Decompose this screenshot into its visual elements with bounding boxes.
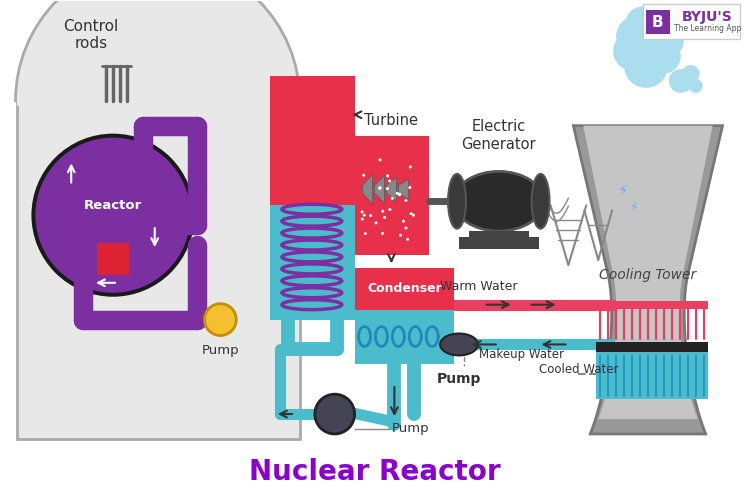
Text: Turbine: Turbine: [364, 113, 419, 128]
Circle shape: [647, 14, 675, 42]
Bar: [355, 310, 454, 364]
Circle shape: [383, 216, 386, 219]
Bar: [355, 136, 429, 255]
Bar: [643, 4, 740, 39]
Circle shape: [614, 31, 653, 71]
Text: Pump: Pump: [392, 422, 429, 436]
Ellipse shape: [454, 171, 544, 231]
Polygon shape: [386, 177, 396, 201]
Bar: [270, 76, 355, 205]
Circle shape: [369, 214, 372, 217]
Circle shape: [381, 232, 384, 235]
Circle shape: [32, 134, 194, 297]
Circle shape: [410, 212, 413, 215]
Circle shape: [361, 218, 364, 221]
Polygon shape: [398, 179, 408, 199]
Circle shape: [688, 79, 703, 93]
Polygon shape: [362, 174, 373, 204]
Circle shape: [388, 180, 391, 183]
Circle shape: [404, 199, 407, 202]
Polygon shape: [573, 126, 722, 434]
Circle shape: [386, 187, 388, 190]
Circle shape: [616, 16, 656, 56]
Circle shape: [408, 186, 411, 189]
Text: Cooling Tower: Cooling Tower: [599, 268, 697, 282]
Bar: [646, 10, 670, 34]
Text: Electric
Generator: Electric Generator: [461, 119, 536, 151]
Circle shape: [628, 13, 678, 63]
Circle shape: [363, 214, 366, 217]
Bar: [16, 98, 300, 106]
Text: Pump: Pump: [202, 345, 239, 357]
Text: Warm Water: Warm Water: [440, 280, 518, 293]
Text: Makeup Water: Makeup Water: [479, 348, 564, 361]
Text: ⚡: ⚡: [630, 200, 639, 213]
Circle shape: [624, 44, 668, 88]
Bar: [469, 231, 529, 239]
Circle shape: [362, 174, 365, 177]
Circle shape: [402, 220, 405, 223]
Text: The Learning App: The Learning App: [674, 24, 741, 33]
Text: Pump: Pump: [436, 372, 482, 386]
Circle shape: [398, 193, 401, 197]
Bar: [355, 268, 454, 310]
Circle shape: [399, 234, 402, 237]
Ellipse shape: [440, 334, 478, 355]
Text: BYJU'S: BYJU'S: [682, 10, 733, 24]
Text: ⚡: ⚡: [618, 183, 628, 198]
Ellipse shape: [532, 174, 550, 229]
Circle shape: [406, 238, 409, 241]
Circle shape: [396, 192, 399, 195]
Bar: [105, 243, 113, 275]
Circle shape: [364, 232, 367, 235]
Circle shape: [205, 304, 236, 336]
Circle shape: [682, 65, 700, 83]
Circle shape: [35, 138, 190, 293]
Circle shape: [645, 38, 681, 74]
Circle shape: [391, 197, 394, 200]
Polygon shape: [374, 175, 385, 203]
Text: Nuclear Reactor: Nuclear Reactor: [249, 458, 500, 486]
Circle shape: [652, 25, 684, 57]
Circle shape: [398, 193, 401, 196]
Circle shape: [409, 165, 412, 168]
Circle shape: [625, 6, 661, 42]
Circle shape: [412, 214, 415, 217]
Bar: [596, 352, 707, 399]
Circle shape: [315, 394, 355, 434]
Circle shape: [378, 187, 381, 190]
Bar: [113, 243, 121, 275]
Text: Reactor: Reactor: [84, 198, 142, 212]
Text: B: B: [652, 15, 664, 30]
Circle shape: [404, 227, 407, 230]
Text: Condenser: Condenser: [367, 282, 442, 295]
Bar: [596, 343, 707, 352]
Bar: [270, 205, 355, 320]
Bar: [121, 243, 129, 275]
Circle shape: [361, 210, 364, 213]
Polygon shape: [584, 126, 712, 419]
Bar: [459, 237, 538, 249]
Circle shape: [386, 174, 389, 177]
Circle shape: [381, 210, 384, 213]
Bar: [97, 243, 105, 275]
Circle shape: [379, 158, 382, 161]
Bar: [16, 101, 300, 439]
Text: Control
rods: Control rods: [64, 19, 118, 51]
Ellipse shape: [448, 174, 466, 229]
Circle shape: [374, 221, 377, 224]
Bar: [596, 300, 707, 309]
Circle shape: [669, 69, 693, 93]
Wedge shape: [16, 0, 300, 101]
Circle shape: [379, 186, 382, 189]
Circle shape: [388, 208, 392, 211]
Text: Cooled Water: Cooled Water: [538, 363, 618, 376]
